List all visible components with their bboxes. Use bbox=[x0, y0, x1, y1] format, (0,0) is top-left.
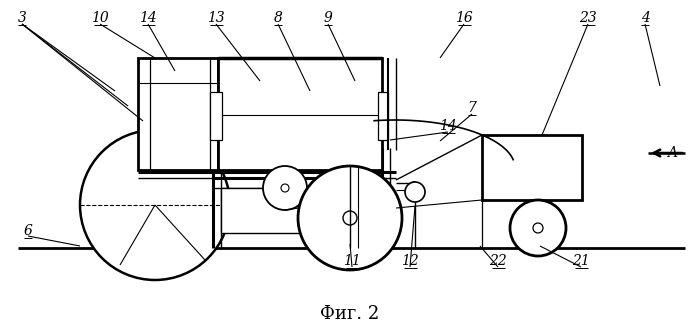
Text: 13: 13 bbox=[207, 11, 225, 25]
Circle shape bbox=[510, 200, 566, 256]
Text: A: A bbox=[667, 146, 677, 160]
Text: 8: 8 bbox=[273, 11, 282, 25]
Bar bbox=[138, 58, 218, 170]
Circle shape bbox=[80, 130, 230, 280]
Bar bbox=[218, 58, 382, 170]
Text: 12: 12 bbox=[401, 254, 419, 268]
Circle shape bbox=[533, 223, 543, 233]
Text: 23: 23 bbox=[579, 11, 597, 25]
Text: 22: 22 bbox=[489, 254, 507, 268]
Circle shape bbox=[263, 166, 307, 210]
Text: 11: 11 bbox=[343, 254, 361, 268]
Text: 21: 21 bbox=[572, 254, 590, 268]
Bar bbox=[378, 92, 388, 140]
Text: 14: 14 bbox=[439, 119, 457, 133]
Text: 4: 4 bbox=[640, 11, 649, 25]
Text: 14: 14 bbox=[139, 11, 157, 25]
Circle shape bbox=[281, 184, 289, 192]
Text: 16: 16 bbox=[455, 11, 473, 25]
Text: 6: 6 bbox=[24, 224, 32, 238]
Bar bbox=[210, 92, 222, 140]
Text: 9: 9 bbox=[324, 11, 333, 25]
Circle shape bbox=[343, 211, 357, 225]
Text: 3: 3 bbox=[17, 11, 27, 25]
Bar bbox=[482, 135, 582, 200]
Text: 7: 7 bbox=[468, 101, 477, 115]
Text: Фиг. 2: Фиг. 2 bbox=[320, 305, 380, 323]
Circle shape bbox=[405, 182, 425, 202]
Text: 10: 10 bbox=[91, 11, 109, 25]
Circle shape bbox=[409, 182, 419, 192]
Circle shape bbox=[298, 166, 402, 270]
Circle shape bbox=[412, 185, 416, 189]
Bar bbox=[221, 188, 371, 233]
